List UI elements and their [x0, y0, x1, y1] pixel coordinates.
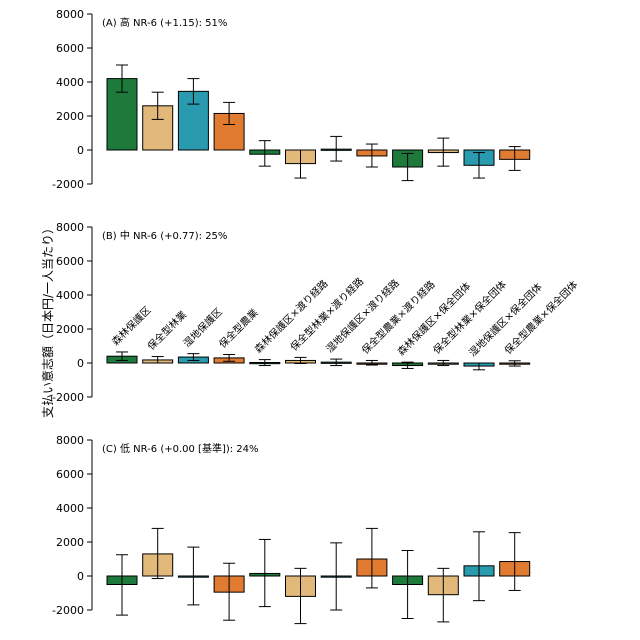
panel-title: (C) 低 NR-6 (+0.00 [基準]): 24%	[102, 442, 259, 455]
category-label: 森林保護区	[109, 304, 154, 349]
y-tick-label: 4000	[56, 76, 84, 89]
y-tick-label: 0	[77, 357, 84, 370]
chart-panels: 8000 6000 4000 2000 0 -2000 (A) 高 NR-6 (+1.15)…	[52, 8, 580, 625]
y-tick-label: -2000	[52, 391, 84, 404]
y-tick-label: 4000	[56, 289, 84, 302]
y-tick-label: 0	[77, 144, 84, 157]
category-label: 湿地保護区×渡り経路	[323, 276, 402, 355]
y-tick-label: 8000	[56, 434, 84, 447]
category-label: 保全型農業×渡り経路	[359, 278, 438, 357]
y-tick-label: 8000	[56, 8, 84, 21]
panel-title: (B) 中 NR-6 (+0.77): 25%	[102, 229, 227, 242]
y-tick-label: -2000	[52, 604, 84, 617]
panel-b: 8000 6000 4000 2000 0 -2000 (B) 中 NR-6 (+0.77)…	[52, 221, 580, 404]
y-tick-label: 8000	[56, 221, 84, 234]
y-tick-label: 2000	[56, 323, 84, 336]
y-tick-label: 6000	[56, 468, 84, 481]
y-tick-label: -2000	[52, 178, 84, 191]
y-axis-label: 支払い意志額（日本円/一人当たり）	[40, 222, 55, 418]
panel-title: (A) 高 NR-6 (+1.15): 51%	[102, 16, 227, 29]
y-tick-label: 2000	[56, 536, 84, 549]
y-tick-label: 2000	[56, 110, 84, 123]
y-tick-label: 0	[77, 570, 84, 583]
y-tick-label: 6000	[56, 42, 84, 55]
y-tick-label: 4000	[56, 502, 84, 515]
y-tick-label: 6000	[56, 255, 84, 268]
panel-a: 8000 6000 4000 2000 0 -2000 (A) 高 NR-6 (+1.15)…	[52, 8, 531, 191]
panel-c: 8000 6000 4000 2000 0 -2000 (C) 低 NR-6 (+0.00 …	[52, 434, 531, 625]
